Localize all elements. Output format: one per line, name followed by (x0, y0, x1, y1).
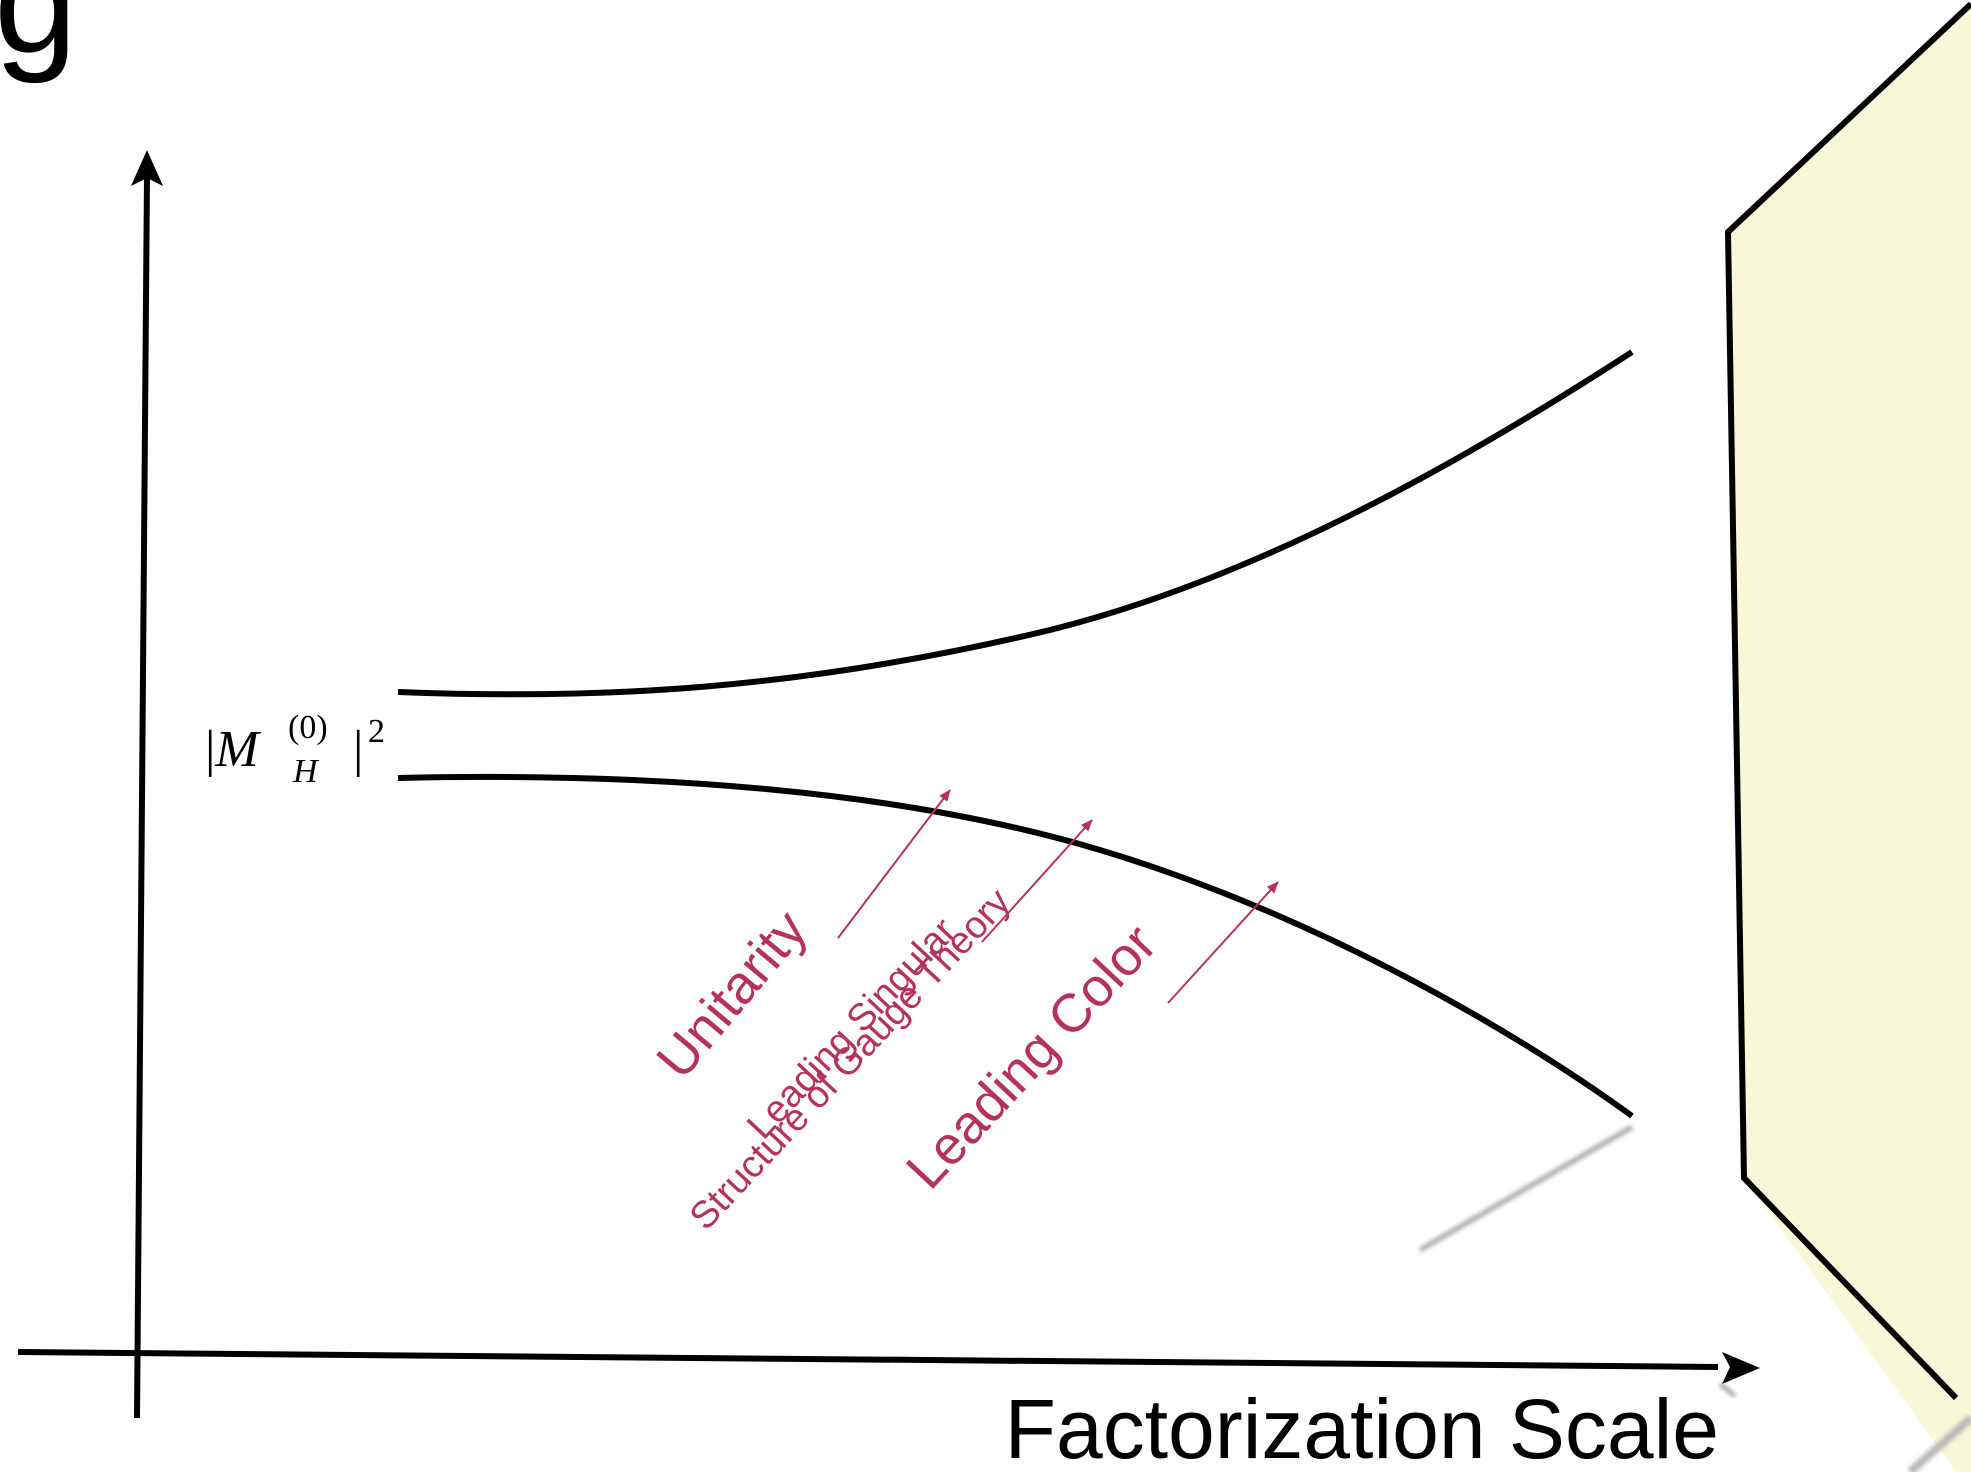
leading-singular-line2: Structure of Gauge Theory (682, 881, 1019, 1238)
unitarity-arrow (837, 789, 951, 939)
y-marker-M: M (214, 721, 261, 778)
y-marker-bar-right: | (353, 721, 363, 778)
y-axis (131, 150, 163, 1419)
gauge-theory-annotation: Structure of Gauge Theory (682, 881, 1019, 1238)
y-marker-label: |M (0) H | 2 (205, 709, 385, 790)
lower-curve-shadow (1418, 1124, 1634, 1253)
lower-band-curve (397, 773, 1634, 1119)
leading-color-arrow (1167, 881, 1279, 1004)
x-axis (17, 1349, 1760, 1398)
svg-text:|M: |M (205, 721, 261, 778)
right-panel (1724, 1, 1971, 1475)
y-marker-bar-left: | (205, 721, 215, 778)
upper-band-curve (397, 349, 1634, 698)
title-fragment: g (0, 0, 77, 84)
y-marker-sup: (0) (288, 709, 328, 746)
x-axis-label: Factorization Scale (1005, 1382, 1719, 1472)
y-marker-power: 2 (368, 713, 385, 750)
y-marker-sub: H (292, 753, 320, 790)
leading-singular-arrow (981, 819, 1093, 943)
